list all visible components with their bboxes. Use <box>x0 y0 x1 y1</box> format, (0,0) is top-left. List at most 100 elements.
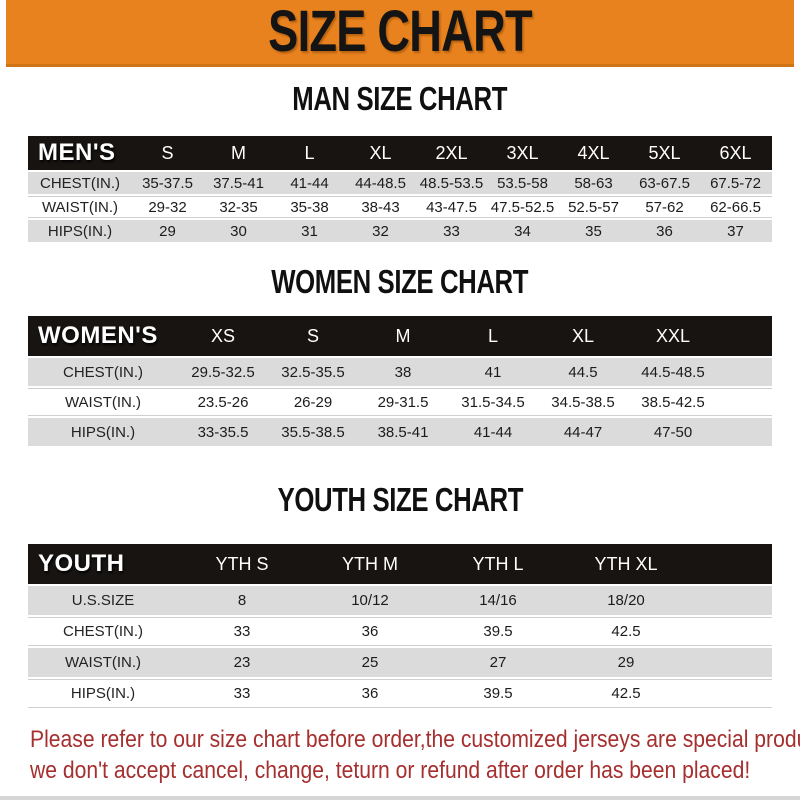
disclaimer-line-2: we don't accept cancel, change, teturn o… <box>30 757 751 784</box>
size-column-header: S <box>132 136 203 170</box>
row-label: WAIST(IN.) <box>28 196 132 218</box>
size-cell: 41-44 <box>448 418 538 446</box>
size-column-header: YTH S <box>178 544 306 584</box>
size-cell: 29 <box>562 648 690 677</box>
size-cell: 38-43 <box>345 196 416 218</box>
size-cell: 42.5 <box>562 679 690 708</box>
bottom-edge-strip <box>0 796 800 800</box>
size-column-header: YTH XL <box>562 544 690 584</box>
size-cell: 37.5-41 <box>203 172 274 194</box>
size-cell: 31.5-34.5 <box>448 388 538 416</box>
size-cell: 44-48.5 <box>345 172 416 194</box>
row-label: CHEST(IN.) <box>28 617 178 646</box>
row-filler <box>690 617 772 646</box>
header-filler <box>771 136 772 170</box>
size-cell: 27 <box>434 648 562 677</box>
size-cell: 29-32 <box>132 196 203 218</box>
size-cell: 37 <box>700 220 771 242</box>
size-cell: 58-63 <box>558 172 629 194</box>
size-cell: 33-35.5 <box>178 418 268 446</box>
size-column-header: S <box>268 316 358 356</box>
table-group-label: YOUTH <box>28 544 178 584</box>
row-label: HIPS(IN.) <box>28 418 178 446</box>
size-column-header: XXL <box>628 316 718 356</box>
size-column-header: YTH M <box>306 544 434 584</box>
banner: SIZE CHART <box>6 0 794 67</box>
size-cell: 52.5-57 <box>558 196 629 218</box>
size-cell: 32 <box>345 220 416 242</box>
size-cell: 36 <box>306 679 434 708</box>
table-row: CHEST(IN.) 35-37.5 37.5-41 41-44 44-48.5 48.5… <box>28 172 772 194</box>
size-cell: 44.5-48.5 <box>628 358 718 386</box>
header-filler <box>690 544 772 584</box>
size-cell: 41 <box>448 358 538 386</box>
table-group-label: MEN'S <box>28 136 132 170</box>
size-cell: 35.5-38.5 <box>268 418 358 446</box>
size-cell: 33 <box>416 220 487 242</box>
size-cell: 43-47.5 <box>416 196 487 218</box>
size-column-header: 2XL <box>416 136 487 170</box>
row-label: WAIST(IN.) <box>28 648 178 677</box>
size-cell: 33 <box>178 617 306 646</box>
size-column-header: 6XL <box>700 136 771 170</box>
size-cell: 18/20 <box>562 586 690 615</box>
row-label: CHEST(IN.) <box>28 172 132 194</box>
size-cell: 48.5-53.5 <box>416 172 487 194</box>
size-cell: 47-50 <box>628 418 718 446</box>
table-group-label: WOMEN'S <box>28 316 178 356</box>
disclaimer: Please refer to our size chart before or… <box>30 724 800 786</box>
size-cell: 33 <box>178 679 306 708</box>
table-row: HIPS(IN.) 33-35.5 35.5-38.5 38.5-41 41-44 44-… <box>28 418 772 446</box>
size-column-header: XS <box>178 316 268 356</box>
row-label: HIPS(IN.) <box>28 679 178 708</box>
size-cell: 39.5 <box>434 617 562 646</box>
size-column-header: L <box>274 136 345 170</box>
size-cell: 23 <box>178 648 306 677</box>
size-cell: 36 <box>306 617 434 646</box>
table-row: WAIST(IN.) 29-32 32-35 35-38 38-43 43-47.5 47.… <box>28 196 772 218</box>
size-cell: 26-29 <box>268 388 358 416</box>
youth-size-table: YOUTH YTH S YTH M YTH L YTH XL U.S.SIZE 8 10/12… <box>28 542 772 710</box>
size-cell: 57-62 <box>629 196 700 218</box>
header-filler <box>718 316 772 356</box>
size-cell: 31 <box>274 220 345 242</box>
size-cell: 35-38 <box>274 196 345 218</box>
table-row: WAIST(IN.) 23 25 27 29 <box>28 648 772 677</box>
size-cell: 44-47 <box>538 418 628 446</box>
size-cell: 30 <box>203 220 274 242</box>
size-cell: 23.5-26 <box>178 388 268 416</box>
size-cell: 67.5-72 <box>700 172 771 194</box>
size-cell: 35 <box>558 220 629 242</box>
row-filler <box>718 388 772 416</box>
size-column-header: 4XL <box>558 136 629 170</box>
table-header-row: WOMEN'S XS S M L XL XXL <box>28 316 772 356</box>
row-filler <box>771 172 772 194</box>
women-section-heading: WOMEN SIZE CHART <box>271 263 529 300</box>
size-column-header: YTH L <box>434 544 562 584</box>
size-cell: 8 <box>178 586 306 615</box>
size-cell: 36 <box>629 220 700 242</box>
size-column-header: XL <box>538 316 628 356</box>
size-cell: 38.5-42.5 <box>628 388 718 416</box>
size-cell: 47.5-52.5 <box>487 196 558 218</box>
size-cell: 63-67.5 <box>629 172 700 194</box>
size-cell: 14/16 <box>434 586 562 615</box>
row-label: WAIST(IN.) <box>28 388 178 416</box>
women-size-table: WOMEN'S XS S M L XL XXL CHEST(IN.) 29.5-32.5 32.5… <box>28 314 772 448</box>
row-filler <box>771 196 772 218</box>
row-label: CHEST(IN.) <box>28 358 178 386</box>
size-column-header: 5XL <box>629 136 700 170</box>
size-cell: 34 <box>487 220 558 242</box>
youth-section-heading: YOUTH SIZE CHART <box>277 481 523 518</box>
row-label: HIPS(IN.) <box>28 220 132 242</box>
table-row: CHEST(IN.) 33 36 39.5 42.5 <box>28 617 772 646</box>
size-cell: 25 <box>306 648 434 677</box>
row-filler <box>771 220 772 242</box>
size-cell: 29 <box>132 220 203 242</box>
size-column-header: L <box>448 316 538 356</box>
size-cell: 29.5-32.5 <box>178 358 268 386</box>
size-cell: 38 <box>358 358 448 386</box>
table-header-row: YOUTH YTH S YTH M YTH L YTH XL <box>28 544 772 584</box>
size-cell: 10/12 <box>306 586 434 615</box>
page-title-text: SIZE CHART <box>268 0 532 64</box>
